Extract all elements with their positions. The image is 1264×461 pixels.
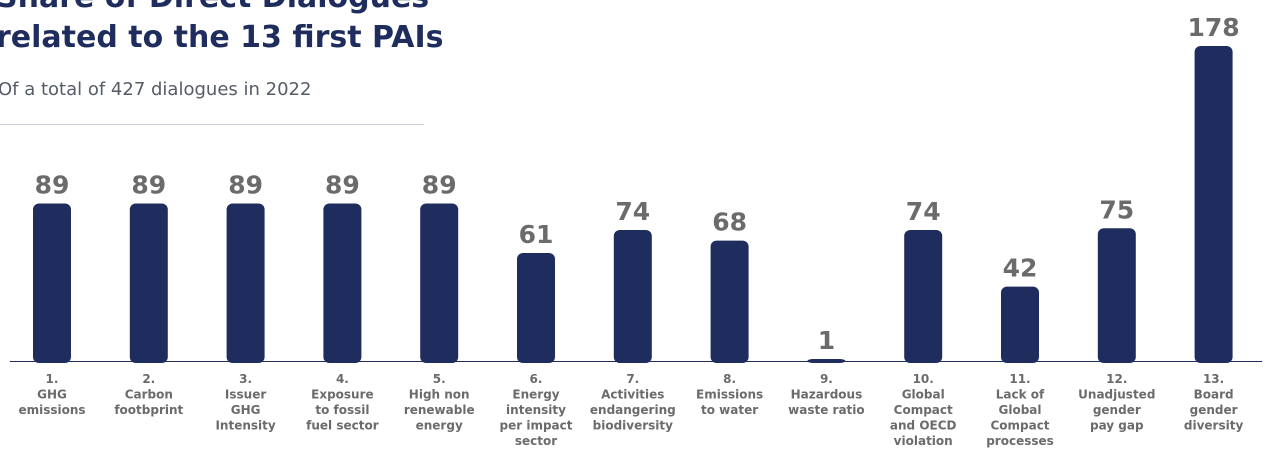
value-label-4: 89: [325, 171, 360, 200]
category-label-10: 10. Global Compact and OECD violation: [890, 372, 957, 448]
category-label-7: 7. Activities endangering biodiversity: [590, 372, 676, 433]
bar-1: [33, 203, 71, 363]
chart-title-line-1: Share of Direct Dialogues: [0, 0, 429, 15]
bar-11: [1001, 286, 1039, 363]
value-label-11: 42: [1003, 254, 1038, 283]
category-label-4: 4. Exposure to fossil fuel sector: [306, 372, 379, 433]
value-label-9: 1: [818, 326, 835, 355]
bar-3: [226, 203, 265, 363]
category-label-9: 9. Hazardous waste ratio: [788, 372, 865, 417]
value-label-6: 61: [519, 220, 554, 249]
bar-13: [1194, 46, 1233, 363]
value-label-10: 74: [906, 197, 941, 226]
category-label-6: 6. Energy intensity per impact sector: [500, 372, 573, 448]
value-label-7: 74: [615, 197, 650, 226]
value-label-12: 75: [1099, 195, 1134, 224]
bar-4: [323, 203, 362, 363]
category-label-13: 13. Board gender diversity: [1184, 372, 1244, 433]
value-label-8: 68: [712, 208, 747, 237]
value-label-2: 89: [131, 171, 166, 200]
bar-10: [904, 230, 943, 363]
bar-12: [1097, 228, 1136, 363]
category-label-3: 3. Issuer GHG Intensity: [215, 372, 275, 433]
value-label-5: 89: [422, 171, 457, 200]
bar-2: [129, 203, 168, 363]
bar-5: [420, 203, 459, 363]
category-label-12: 12. Unadjusted gender pay gap: [1078, 372, 1155, 433]
chart-title: Share of Direct Dialogues related to the…: [0, 0, 516, 58]
category-label-1: 1. GHG emissions: [18, 372, 85, 417]
header-divider: [0, 124, 424, 125]
value-label-3: 89: [228, 171, 263, 200]
bar-6: [517, 253, 555, 363]
bar-7: [613, 230, 652, 363]
bar-9: [807, 359, 846, 363]
category-label-5: 5. High non renewable energy: [404, 372, 475, 433]
value-label-1: 89: [35, 171, 70, 200]
bar-8: [710, 240, 749, 363]
category-label-11: 11. Lack of Global Compact processes: [986, 372, 1054, 448]
category-label-2: 2. Carbon footbprint: [114, 372, 183, 417]
value-label-13: 178: [1188, 13, 1240, 42]
chart-subtitle: Of a total of 427 dialogues in 2022: [0, 79, 312, 100]
category-label-8: 8. Emissions to water: [696, 372, 763, 417]
chart-title-line-2: related to the 13 first PAIs: [0, 20, 444, 55]
